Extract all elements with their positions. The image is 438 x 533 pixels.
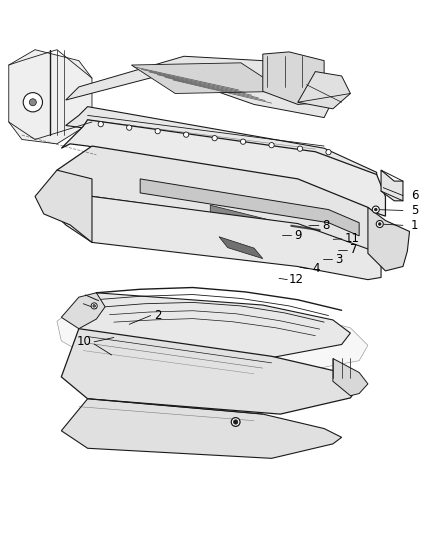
Polygon shape (66, 107, 377, 192)
Text: 10: 10 (77, 335, 92, 349)
Polygon shape (61, 329, 359, 414)
Polygon shape (61, 293, 105, 329)
Polygon shape (57, 146, 381, 253)
Polygon shape (368, 207, 410, 271)
Circle shape (29, 99, 36, 106)
Circle shape (127, 125, 132, 130)
Polygon shape (298, 71, 350, 109)
Circle shape (212, 135, 217, 141)
Text: 11: 11 (345, 232, 360, 245)
Text: 7: 7 (350, 244, 358, 256)
Polygon shape (35, 170, 92, 243)
Polygon shape (61, 120, 385, 216)
Circle shape (98, 122, 103, 127)
Circle shape (269, 142, 274, 148)
Polygon shape (263, 52, 324, 104)
Polygon shape (140, 179, 359, 236)
Circle shape (374, 208, 377, 211)
Text: 2: 2 (154, 309, 162, 322)
Polygon shape (219, 237, 263, 259)
Circle shape (372, 206, 379, 213)
Text: 6: 6 (411, 189, 418, 202)
Text: 9: 9 (294, 229, 302, 242)
Circle shape (233, 420, 238, 424)
Text: 8: 8 (322, 219, 330, 232)
Circle shape (240, 139, 246, 144)
Polygon shape (210, 205, 315, 242)
Text: 4: 4 (312, 262, 320, 275)
Circle shape (23, 93, 42, 112)
Text: 1: 1 (411, 219, 418, 232)
Text: 5: 5 (411, 204, 418, 217)
Circle shape (297, 146, 303, 151)
Text: 12: 12 (289, 273, 304, 286)
Circle shape (93, 304, 95, 307)
Polygon shape (9, 50, 92, 144)
Polygon shape (61, 399, 342, 458)
Polygon shape (79, 293, 350, 358)
Polygon shape (131, 63, 285, 93)
Polygon shape (381, 170, 403, 201)
Circle shape (231, 418, 240, 426)
Polygon shape (66, 56, 333, 118)
Circle shape (378, 223, 381, 225)
Circle shape (184, 132, 189, 138)
Text: 3: 3 (335, 253, 343, 266)
Circle shape (155, 128, 160, 134)
Circle shape (376, 221, 383, 228)
Circle shape (326, 150, 331, 155)
Circle shape (91, 303, 97, 309)
Polygon shape (57, 297, 368, 374)
Polygon shape (333, 359, 368, 395)
Polygon shape (53, 197, 381, 280)
